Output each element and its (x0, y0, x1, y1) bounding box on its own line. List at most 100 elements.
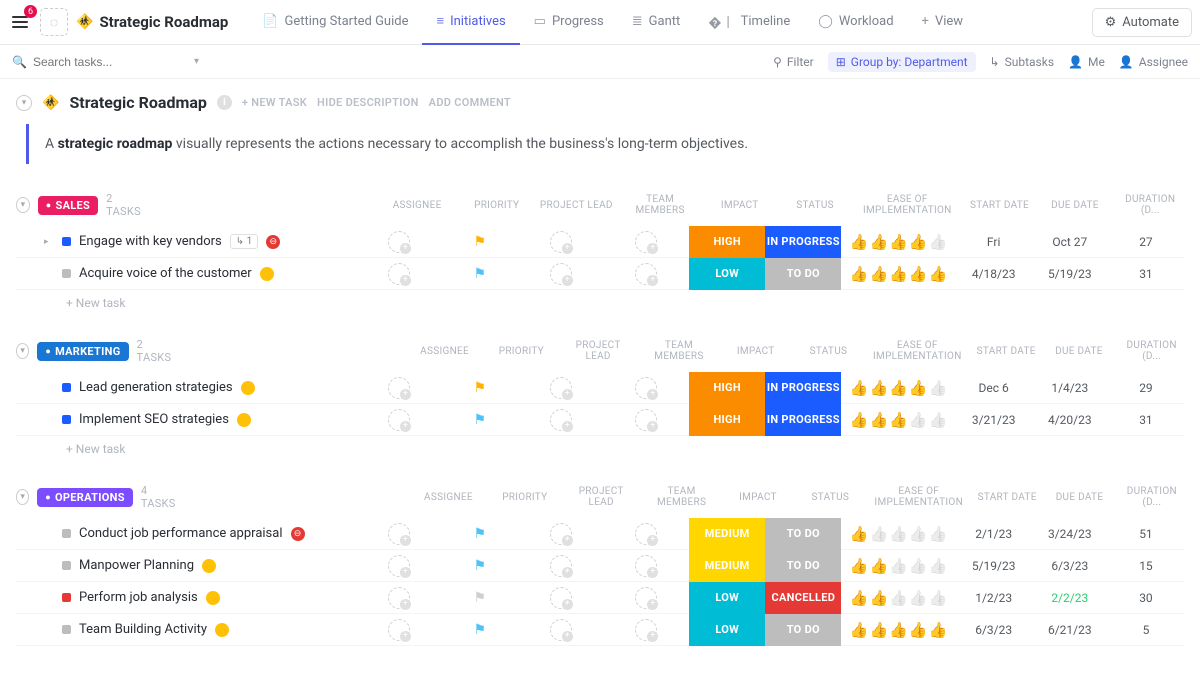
group-collapse-icon[interactable]: ▾ (16, 343, 29, 359)
due-cell[interactable]: 4/20/23 (1032, 404, 1108, 436)
collapse-icon[interactable]: ▾ (16, 95, 32, 111)
lead-cell[interactable] (518, 226, 604, 258)
task-name[interactable]: Perform job analysis (79, 590, 198, 605)
lead-cell[interactable] (518, 614, 604, 646)
group-collapse-icon[interactable]: ▾ (16, 197, 30, 213)
lead-cell[interactable] (518, 258, 604, 290)
assignee-cell[interactable] (356, 404, 442, 436)
view-tab-timeline[interactable]: �⼁Timeline (694, 0, 804, 45)
column-header[interactable]: EASE OF IMPLEMENTATION (869, 340, 966, 362)
thumb-icon[interactable]: 👍 (889, 379, 908, 397)
duration-cell[interactable]: 30 (1108, 582, 1184, 614)
task-row[interactable]: ▸ Engage with key vendors ↳ 1⊖ ⚑ HIGH IN… (16, 226, 1184, 258)
view-tab-getting-started-guide[interactable]: 📄Getting Started Guide (248, 0, 422, 45)
lead-cell[interactable] (518, 372, 604, 404)
priority-cell[interactable]: ⚑ (442, 372, 518, 404)
impact-cell[interactable]: HIGH (689, 404, 765, 436)
task-row[interactable]: Manpower Planning ⚑ MEDIUM TO DO 👍👍👍👍👍 5… (16, 550, 1184, 582)
status-cell[interactable]: IN PROGRESS (765, 372, 841, 404)
task-row[interactable]: Lead generation strategies ⚑ HIGH IN PRO… (16, 372, 1184, 404)
team-cell[interactable] (603, 582, 689, 614)
toolbar-me[interactable]: 👤Me (1068, 55, 1105, 69)
assignee-cell[interactable] (356, 518, 442, 550)
column-header[interactable]: PROJECT LEAD (565, 486, 637, 508)
status-cell[interactable]: TO DO (765, 258, 841, 290)
thumb-icon[interactable]: 👍 (909, 557, 928, 575)
thumb-icon[interactable]: 👍 (850, 233, 869, 251)
column-header[interactable]: PRIORITY (489, 346, 554, 357)
due-cell[interactable]: 5/19/23 (1032, 258, 1108, 290)
column-header[interactable]: EASE OF IMPLEMENTATION (857, 194, 958, 216)
start-cell[interactable]: 3/21/23 (956, 404, 1032, 436)
toolbar-subtasks[interactable]: ↳Subtasks (990, 55, 1054, 69)
page-title-block[interactable]: 🚸 Strategic Roadmap (76, 13, 228, 31)
thumb-icon[interactable]: 👍 (909, 233, 928, 251)
priority-cell[interactable]: ⚑ (442, 582, 518, 614)
duration-cell[interactable]: 5 (1108, 614, 1184, 646)
thumb-icon[interactable]: 👍 (850, 621, 869, 639)
thumb-icon[interactable]: 👍 (929, 525, 948, 543)
thumb-icon[interactable]: 👍 (929, 265, 948, 283)
status-square[interactable] (62, 561, 71, 570)
due-cell[interactable]: 3/24/23 (1032, 518, 1108, 550)
duration-cell[interactable]: 29 (1108, 372, 1184, 404)
chevron-down-icon[interactable]: ▾ (194, 56, 199, 67)
column-header[interactable]: DUE DATE (1047, 346, 1112, 357)
thumb-icon[interactable]: 👍 (869, 557, 888, 575)
impact-cell[interactable]: HIGH (689, 226, 765, 258)
assignee-cell[interactable] (356, 226, 442, 258)
column-header[interactable]: IMPACT (723, 346, 788, 357)
view-tab-progress[interactable]: ▭Progress (520, 0, 618, 45)
assignee-cell[interactable] (356, 582, 442, 614)
task-name[interactable]: Lead generation strategies (79, 380, 233, 395)
thumb-icon[interactable]: 👍 (929, 233, 948, 251)
task-row[interactable]: Implement SEO strategies ⚑ HIGH IN PROGR… (16, 404, 1184, 436)
thumb-icon[interactable]: 👍 (869, 525, 888, 543)
ease-cell[interactable]: 👍👍👍👍👍 (841, 258, 955, 290)
impact-cell[interactable]: LOW (689, 258, 765, 290)
priority-cell[interactable]: ⚑ (442, 518, 518, 550)
thumb-icon[interactable]: 👍 (889, 557, 908, 575)
task-name[interactable]: Manpower Planning (79, 558, 194, 573)
group-pill[interactable]: ●SALES (38, 196, 98, 215)
duration-cell[interactable]: 15 (1108, 550, 1184, 582)
ease-cell[interactable]: 👍👍👍👍👍 (841, 550, 955, 582)
lead-cell[interactable] (518, 518, 604, 550)
column-header[interactable]: START DATE (974, 346, 1039, 357)
toolbar-group-by-department[interactable]: ⊞Group by: Department (828, 52, 976, 72)
thumb-icon[interactable]: 👍 (889, 265, 908, 283)
column-header[interactable]: IMPACT (726, 492, 790, 503)
thumb-icon[interactable]: 👍 (909, 525, 928, 543)
status-square[interactable] (62, 237, 71, 246)
lead-cell[interactable] (518, 582, 604, 614)
status-square[interactable] (62, 415, 71, 424)
view-tab-view[interactable]: +View (908, 0, 978, 45)
workspace-icon[interactable]: ◌ (40, 8, 68, 36)
impact-cell[interactable]: HIGH (689, 372, 765, 404)
info-icon[interactable]: i (217, 95, 232, 110)
duration-cell[interactable]: 31 (1108, 404, 1184, 436)
lead-cell[interactable] (518, 404, 604, 436)
team-cell[interactable] (603, 372, 689, 404)
thumb-icon[interactable]: 👍 (850, 525, 869, 543)
column-header[interactable]: STATUS (798, 492, 862, 503)
team-cell[interactable] (603, 404, 689, 436)
ease-cell[interactable]: 👍👍👍👍👍 (841, 372, 955, 404)
column-header[interactable]: DURATION (D... (1120, 486, 1184, 508)
column-header[interactable]: DUE DATE (1041, 200, 1108, 211)
impact-cell[interactable]: LOW (689, 614, 765, 646)
group-pill[interactable]: ●OPERATIONS (37, 488, 133, 507)
status-square[interactable] (62, 593, 71, 602)
column-header[interactable]: STATUS (781, 200, 848, 211)
status-cell[interactable]: IN PROGRESS (765, 404, 841, 436)
duration-cell[interactable]: 51 (1108, 518, 1184, 550)
ease-cell[interactable]: 👍👍👍👍👍 (841, 404, 955, 436)
search-wrap[interactable]: 🔍 ▾ (12, 55, 182, 69)
thumb-icon[interactable]: 👍 (929, 379, 948, 397)
due-cell[interactable]: 6/21/23 (1032, 614, 1108, 646)
thumb-icon[interactable]: 👍 (869, 379, 888, 397)
status-square[interactable] (62, 529, 71, 538)
column-header[interactable]: PRIORITY (493, 492, 557, 503)
status-cell[interactable]: TO DO (765, 518, 841, 550)
team-cell[interactable] (603, 518, 689, 550)
